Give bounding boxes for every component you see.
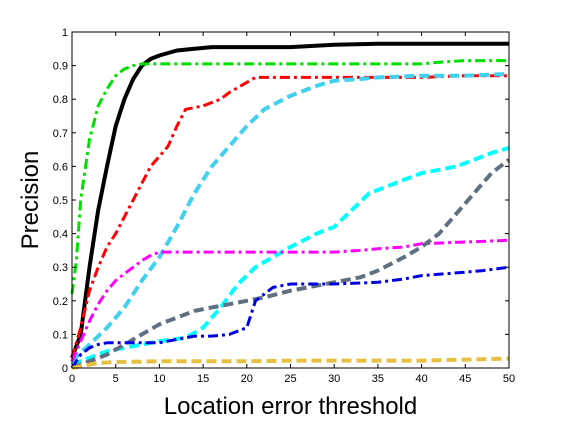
y-tick-label: 0.5 xyxy=(53,195,68,207)
x-tick-label: 50 xyxy=(503,373,515,385)
x-tick-label: 10 xyxy=(153,373,165,385)
series-line-6 xyxy=(70,238,510,362)
series-line-4 xyxy=(70,72,510,363)
series-line-3 xyxy=(70,74,509,359)
y-tick-label: 0.9 xyxy=(53,61,68,73)
y-tick-label: 0.3 xyxy=(53,262,68,274)
x-tick-label: 40 xyxy=(415,373,427,385)
y-tick-label: 1 xyxy=(62,27,68,39)
series-line-9 xyxy=(71,356,510,370)
x-tick-label: 35 xyxy=(372,373,384,385)
y-tick-label: 0 xyxy=(62,363,68,375)
y-tick-label: 0.7 xyxy=(53,128,68,140)
series-layer xyxy=(70,41,511,370)
x-tick-label: 25 xyxy=(284,373,296,385)
x-tick-label: 30 xyxy=(328,373,340,385)
series-line-7 xyxy=(71,158,511,370)
x-tick-label: 45 xyxy=(459,373,471,385)
x-axis-title: Location error threshold xyxy=(164,393,417,420)
series-line-8 xyxy=(70,265,510,369)
series-line-5 xyxy=(71,145,510,367)
y-tick-label: 0.2 xyxy=(53,296,68,308)
ticks-layer: 0 5 10 15 20 25 30 35 40 45 50 0 0.1 0.2 0.3 0.4 0.5 0.6 0… xyxy=(53,27,515,385)
y-tick-label: 0.4 xyxy=(53,229,68,241)
y-tick-label: 0.6 xyxy=(53,161,68,173)
series-line-2 xyxy=(70,59,509,295)
x-tick-label: 5 xyxy=(113,373,119,385)
y-tick-label: 0.1 xyxy=(53,329,68,341)
plot-frame xyxy=(71,31,510,369)
series-line-1 xyxy=(70,41,509,359)
x-tick-label: 15 xyxy=(197,373,209,385)
x-tick-label: 0 xyxy=(69,373,75,385)
y-axis-title: Precision xyxy=(17,151,44,250)
y-tick-label: 0.8 xyxy=(53,94,68,106)
x-tick-label: 20 xyxy=(241,373,253,385)
